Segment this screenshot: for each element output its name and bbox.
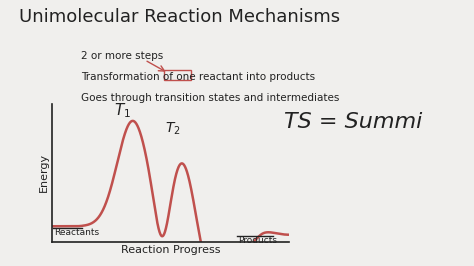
Text: 2 or more steps: 2 or more steps xyxy=(81,51,163,61)
Y-axis label: Energy: Energy xyxy=(39,153,49,193)
Text: Transformation of one reactant into products: Transformation of one reactant into prod… xyxy=(81,72,315,82)
Text: $\mathit{T}_2$: $\mathit{T}_2$ xyxy=(165,121,181,137)
Text: TS = Summi: TS = Summi xyxy=(284,112,423,132)
Text: Products: Products xyxy=(238,236,277,245)
Text: $\mathit{T}_1$: $\mathit{T}_1$ xyxy=(114,102,130,120)
Text: Unimolecular Reaction Mechanisms: Unimolecular Reaction Mechanisms xyxy=(19,8,340,26)
Text: Goes through transition states and intermediates: Goes through transition states and inter… xyxy=(81,93,339,103)
Text: Reactants: Reactants xyxy=(55,228,100,237)
X-axis label: Reaction Progress: Reaction Progress xyxy=(121,245,220,255)
